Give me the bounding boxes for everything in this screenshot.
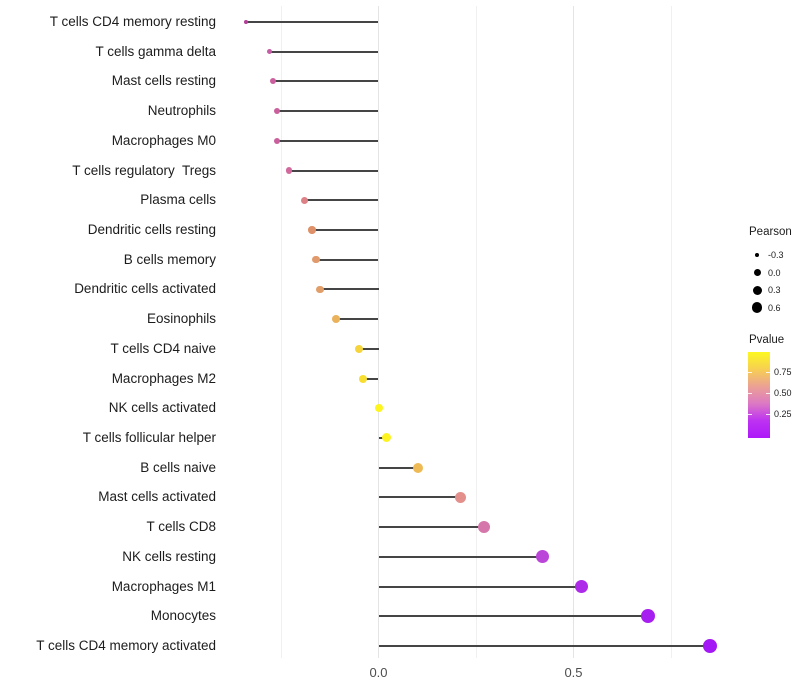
lollipop-dot <box>454 491 466 503</box>
lollipop-dot <box>381 433 391 443</box>
lollipop-dot <box>535 550 549 564</box>
lollipop-dot <box>270 78 277 85</box>
lollipop-stem <box>269 50 379 53</box>
lollipop-stem <box>378 466 418 469</box>
lollipop-dot <box>243 20 248 24</box>
lollipop-stem <box>378 585 582 588</box>
gridline-major <box>378 6 379 658</box>
lollipop-dot <box>285 167 293 174</box>
size-legend-label: -0.3 <box>768 250 784 260</box>
row-label: Eosinophils <box>146 311 216 327</box>
lollipop-stem <box>273 80 379 83</box>
row-label: T cells CD8 <box>146 519 216 535</box>
gridline-minor <box>670 6 672 658</box>
colorbar-tick <box>748 392 752 394</box>
row-label: Macrophages M2 <box>111 370 216 386</box>
size-legend-title: Pearson <box>749 226 792 238</box>
size-legend-dot <box>752 285 762 295</box>
lollipop-dot <box>316 285 324 294</box>
lollipop-stem <box>288 169 379 172</box>
row-label: T cells CD4 naive <box>110 340 216 356</box>
lollipop-dot <box>574 579 589 594</box>
gridline-minor <box>475 6 477 658</box>
lollipop-dot <box>374 404 383 413</box>
row-label: T cells gamma delta <box>95 43 216 59</box>
x-tick-label: 0.5 <box>564 665 583 680</box>
row-label: Mast cells resting <box>111 73 216 89</box>
lollipop-stem <box>362 377 379 380</box>
row-label: NK cells resting <box>122 548 216 564</box>
row-label: Macrophages M1 <box>111 578 216 594</box>
lollipop-dot <box>274 137 281 144</box>
gridline-minor <box>280 6 282 658</box>
colorbar-label: 0.25 <box>774 409 792 419</box>
lollipop-dot <box>331 315 340 324</box>
lollipop-stem <box>304 199 379 202</box>
row-label: Dendritic cells resting <box>87 221 216 237</box>
colorbar-tick <box>766 414 770 415</box>
row-label: T cells follicular helper <box>82 429 216 445</box>
lollipop-stem <box>378 555 543 558</box>
lollipop-dot <box>308 226 316 234</box>
row-label: T cells regulatory Tregs <box>72 162 216 178</box>
lollipop-dot <box>274 108 281 115</box>
color-legend-title: Pvalue <box>749 334 785 346</box>
lollipop-dot <box>477 521 490 534</box>
colorbar-tick <box>766 392 770 394</box>
lollipop-stem <box>378 496 461 499</box>
colorbar-label: 0.75 <box>774 367 792 378</box>
lollipop-stem <box>320 288 379 291</box>
lollipop-stem <box>316 258 379 261</box>
colorbar-tick <box>766 372 770 374</box>
lollipop-stem <box>378 644 710 647</box>
size-legend-dot <box>751 302 763 313</box>
lollipop-dot <box>412 462 423 473</box>
pvalue-colorbar <box>748 352 770 438</box>
lollipop-stem <box>245 21 379 23</box>
lollipop-dot <box>300 196 308 204</box>
row-label: B cells memory <box>123 251 216 267</box>
lollipop-dot <box>358 374 367 383</box>
row-label: Macrophages M0 <box>111 132 216 148</box>
row-label: T cells CD4 memory activated <box>36 637 216 653</box>
colorbar-tick <box>748 372 752 374</box>
lollipop-dot <box>640 609 655 624</box>
row-label: NK cells activated <box>108 400 216 416</box>
size-legend-dot <box>753 269 761 276</box>
lollipop-dot <box>702 638 718 654</box>
row-label: T cells CD4 memory resting <box>49 14 216 29</box>
lollipop-stem <box>335 318 379 321</box>
row-label: Plasma cells <box>140 192 216 208</box>
lollipop-dot <box>312 255 320 264</box>
x-tick-label: 0.0 <box>369 665 388 680</box>
lollipop-stem <box>378 526 484 529</box>
size-legend-label: 0.6 <box>768 302 781 313</box>
gridline-major <box>573 6 574 658</box>
colorbar-label: 0.50 <box>774 387 792 398</box>
lollipop-stem <box>277 139 379 142</box>
size-legend-label: 0.3 <box>768 285 781 295</box>
row-label: Dendritic cells activated <box>74 281 216 297</box>
lollipop-stem <box>277 110 379 113</box>
lollipop-dot <box>266 48 273 55</box>
row-label: Neutrophils <box>147 103 216 119</box>
lollipop-dot <box>355 344 363 353</box>
lollipop-stem <box>378 615 648 618</box>
row-label: Monocytes <box>150 608 216 624</box>
lollipop-stem <box>312 228 379 231</box>
row-label: B cells naive <box>140 459 216 475</box>
size-legend-label: 0.0 <box>768 267 781 278</box>
size-legend-dot <box>754 252 760 258</box>
lollipop-stem <box>359 347 379 350</box>
colorbar-tick <box>748 414 752 415</box>
row-label: Mast cells activated <box>98 489 216 505</box>
